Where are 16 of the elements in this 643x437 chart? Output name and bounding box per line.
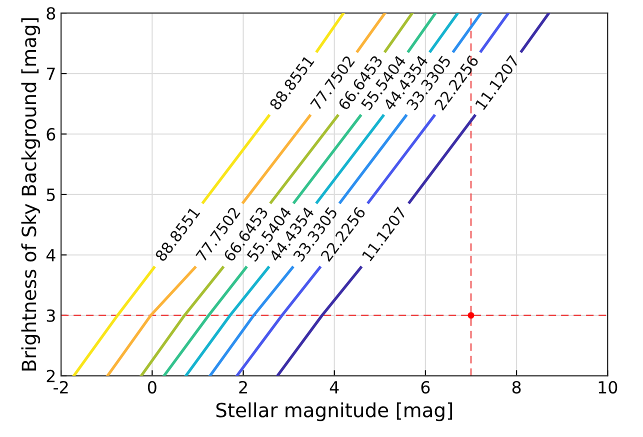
x-tick-label: 6	[421, 380, 430, 394]
y-tick-label: 7	[46, 68, 55, 80]
x-axis-title: Stellar magnitude [mag]	[216, 402, 452, 422]
x-tick-label: 10	[598, 380, 618, 394]
y-tick-label: 8	[46, 7, 56, 20]
y-tick-label: 5	[46, 188, 55, 202]
y-tick-label: 4	[46, 249, 56, 262]
x-tick-label: -2	[54, 380, 68, 394]
y-axis-title: Brightness of Sky Background [mag]	[21, 18, 40, 370]
y-tick-label: 2	[46, 370, 55, 382]
y-tick-label: 6	[46, 128, 56, 141]
x-tick-label: 2	[239, 380, 247, 394]
x-tick-label: 8	[512, 380, 521, 394]
y-tick-label: 3	[46, 309, 55, 322]
x-tick-label: 0	[148, 380, 156, 394]
x-tick-label: 4	[330, 381, 339, 394]
